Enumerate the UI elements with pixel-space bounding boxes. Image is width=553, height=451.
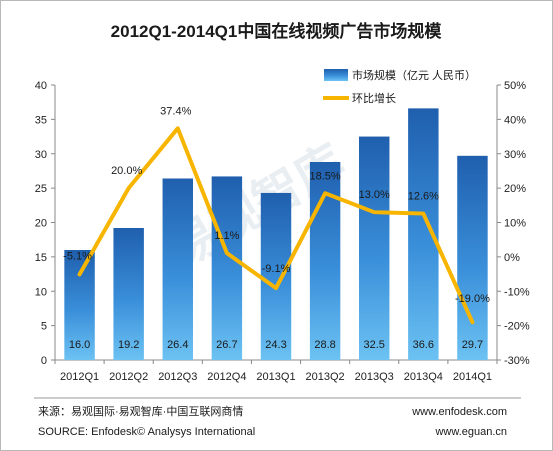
x-tick-label: 2013Q2 (306, 371, 345, 383)
growth-point (176, 126, 180, 130)
growth-point (78, 272, 82, 276)
bar-value-label: 26.7 (216, 339, 237, 351)
footer-site-eguan: www.eguan.cn (434, 426, 507, 438)
growth-value-label: -5.1% (63, 250, 92, 262)
y-left-tick-label: 20 (35, 218, 47, 230)
y-right-tick-label: 10% (504, 218, 526, 230)
growth-value-label: 13.0% (359, 189, 390, 201)
x-tick-label: 2012Q3 (158, 371, 197, 383)
bar (64, 250, 95, 360)
growth-value-label: 18.5% (310, 170, 341, 182)
y-left-tick-label: 40 (35, 80, 47, 92)
bar-value-label: 26.4 (167, 339, 188, 351)
y-right-tick-label: 30% (504, 149, 526, 161)
chart-title: 2012Q1-2014Q1中国在线视频广告市场规模 (111, 21, 443, 41)
growth-value-label: -19.0% (455, 293, 490, 305)
y-right-tick-label: 0% (504, 252, 520, 264)
growth-point (372, 210, 376, 214)
footer-site-enfodesk: www.enfodesk.com (411, 406, 507, 418)
x-tick-label: 2013Q4 (404, 371, 443, 383)
growth-point (225, 251, 229, 255)
x-tick-label: 2014Q1 (453, 371, 492, 383)
bar (260, 192, 292, 360)
y-left-tick-label: 5 (41, 321, 47, 333)
y-right-tick-label: 50% (504, 80, 526, 92)
y-right-tick-label: -30% (504, 355, 530, 367)
growth-value-label: 1.1% (214, 230, 239, 242)
bar-series (64, 108, 488, 360)
bar-value-label: 16.0 (69, 339, 90, 351)
y-right-tick-label: -10% (504, 286, 530, 298)
legend: 市场规模（亿元 人民币） 环比增长 (323, 68, 476, 105)
growth-value-label: 20.0% (111, 165, 142, 177)
bar (113, 228, 144, 360)
bar-value-label: 32.5 (364, 339, 385, 351)
bar-value-label: 24.3 (265, 339, 286, 351)
x-tick-label: 2012Q2 (109, 371, 148, 383)
bar (162, 178, 194, 360)
y-right-tick-label: 40% (504, 114, 526, 126)
growth-point (274, 286, 278, 290)
bar-value-label: 29.7 (462, 339, 483, 351)
bar-value-label: 28.8 (314, 339, 335, 351)
legend-line-label: 环比增长 (352, 91, 396, 105)
growth-point (127, 186, 131, 190)
growth-value-label: 37.4% (160, 105, 191, 117)
bar (211, 176, 243, 360)
legend-bar-label: 市场规模（亿元 人民币） (352, 68, 476, 82)
growth-value-label: 12.6% (408, 191, 439, 203)
x-tick-label: 2012Q4 (207, 371, 246, 383)
y-left-tick-label: 30 (35, 149, 47, 161)
x-tick-label: 2012Q1 (60, 371, 99, 383)
footer-source-en: SOURCE: Enfodesk© Analysys International (38, 426, 255, 438)
data-labels: 16.0 19.2 26.4 26.7 24.3 28.8 32.5 36.6 29.7 -5.1… (63, 105, 490, 351)
bar-value-label: 36.6 (413, 339, 434, 351)
line-series (77, 126, 475, 325)
y-left-tick-label: 25 (35, 183, 47, 195)
y-left-tick-label: 15 (35, 252, 47, 264)
growth-point (470, 320, 474, 324)
y-right-tick-label: 20% (504, 183, 526, 195)
y-left-tick-label: 0 (41, 355, 47, 367)
bar (358, 136, 390, 360)
y-left-tick-label: 35 (35, 114, 47, 126)
growth-point (421, 212, 425, 216)
growth-value-label: -9.1% (262, 263, 291, 275)
legend-bar-swatch (324, 69, 348, 81)
bar-value-label: 19.2 (118, 339, 139, 351)
y-right-tick-label: -20% (504, 321, 530, 333)
footer-source-cn: 来源：易观国际·易观智库·中国互联网商情 (38, 404, 243, 418)
y-left-tick-label: 10 (35, 286, 47, 298)
growth-point (323, 191, 327, 195)
x-tick-label: 2013Q1 (256, 371, 295, 383)
bar (457, 155, 488, 360)
x-tick-label: 2013Q3 (355, 371, 394, 383)
